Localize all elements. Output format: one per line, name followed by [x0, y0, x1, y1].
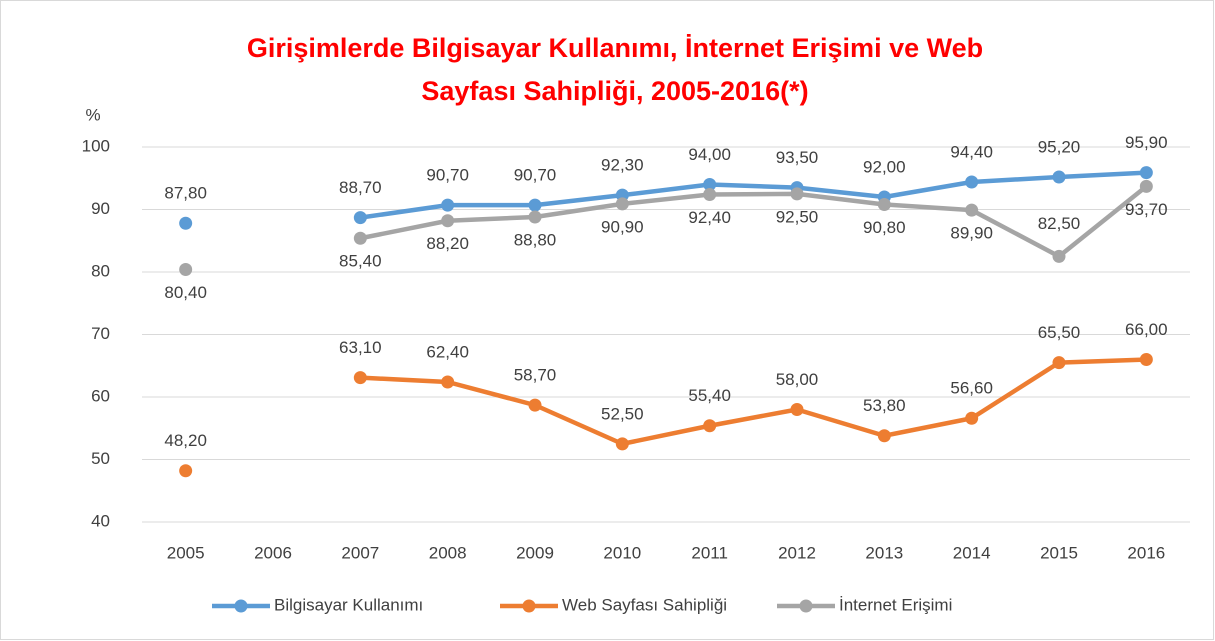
data-label: 48,20 — [164, 431, 207, 450]
data-label: 93,50 — [776, 148, 819, 167]
data-point — [877, 429, 891, 443]
x-tick-label: 2005 — [167, 543, 205, 562]
data-label: 58,70 — [514, 366, 557, 385]
data-point — [1139, 179, 1153, 193]
series-line — [360, 170, 1147, 220]
data-point — [790, 403, 804, 416]
data-label: 92,40 — [688, 208, 731, 227]
data-label: 52,50 — [601, 404, 644, 423]
data-point — [790, 187, 804, 201]
data-point — [528, 210, 542, 224]
series-line — [359, 184, 1148, 259]
data-label: 90,70 — [426, 166, 469, 185]
data-point — [1052, 356, 1066, 370]
data-label: 87,80 — [164, 184, 207, 203]
data-point — [965, 411, 979, 425]
legend-label: İnternet Erişimi — [839, 595, 952, 614]
x-tick-label: 2012 — [778, 543, 816, 562]
data-label: 85,40 — [339, 252, 382, 271]
y-tick-label: 60 — [91, 386, 110, 405]
x-tick-label: 2011 — [691, 543, 728, 562]
chart-title: Sayfası Sahipliği, 2005-2016(*) — [421, 76, 808, 106]
x-tick-label: 2014 — [953, 543, 991, 562]
x-tick-label: 2016 — [1127, 543, 1165, 562]
x-tick-label: 2006 — [254, 543, 292, 562]
legend-label: Bilgisayar Kullanımı — [274, 595, 423, 614]
y-tick-label: 90 — [91, 199, 110, 218]
data-label: 90,70 — [514, 166, 557, 185]
y-tick-label: 50 — [91, 449, 110, 468]
data-label: 95,90 — [1125, 133, 1168, 152]
data-point — [877, 198, 891, 211]
data-point — [441, 198, 455, 212]
y-tick-label: 80 — [91, 261, 110, 280]
data-point — [528, 198, 542, 212]
data-point — [353, 371, 367, 385]
y-tick-label: 40 — [91, 511, 110, 530]
legend-marker — [799, 599, 813, 613]
data-point — [703, 419, 717, 433]
data-label: 88,20 — [426, 234, 469, 253]
y-tick-label: 100 — [82, 136, 110, 155]
data-point — [528, 398, 542, 412]
data-point — [615, 197, 629, 211]
series-line — [360, 357, 1147, 447]
data-label: 58,00 — [776, 370, 819, 389]
data-point — [1139, 353, 1153, 366]
data-label: 55,40 — [688, 386, 731, 405]
data-point — [703, 188, 717, 201]
legend-marker — [522, 599, 536, 613]
data-label: 95,20 — [1038, 137, 1081, 156]
legend-marker — [234, 599, 248, 613]
chart-title: Girişimlerde Bilgisayar Kullanımı, İnter… — [247, 33, 983, 63]
y-tick-label: 70 — [91, 324, 110, 343]
data-point — [441, 214, 455, 228]
data-point — [703, 178, 717, 191]
data-label: 82,50 — [1038, 214, 1081, 233]
data-label: 88,80 — [514, 230, 557, 249]
data-point — [1139, 166, 1153, 180]
data-point — [179, 464, 193, 478]
legend-label: Web Sayfası Sahipliği — [562, 595, 727, 614]
data-point — [965, 203, 979, 217]
data-label: 53,80 — [863, 396, 906, 415]
data-label: 90,90 — [601, 217, 644, 236]
x-tick-label: 2008 — [429, 543, 467, 562]
data-label: 56,60 — [950, 379, 993, 398]
x-tick-label: 2013 — [865, 543, 903, 562]
x-tick-label: 2009 — [516, 543, 554, 562]
data-label: 80,40 — [164, 283, 207, 302]
data-label: 90,80 — [863, 218, 906, 237]
data-point — [179, 263, 193, 276]
data-point — [965, 175, 979, 189]
data-label: 92,50 — [776, 207, 819, 226]
data-label: 88,70 — [339, 178, 382, 197]
x-tick-label: 2010 — [603, 543, 641, 562]
data-label: 93,70 — [1125, 200, 1168, 219]
data-label: 89,90 — [950, 224, 993, 243]
data-label: 63,10 — [339, 338, 382, 357]
y-axis-label: % — [85, 105, 100, 124]
data-point — [1052, 249, 1066, 263]
data-label: 65,50 — [1038, 323, 1081, 342]
data-label: 92,30 — [601, 156, 644, 175]
data-point — [353, 231, 367, 245]
data-label: 66,00 — [1125, 320, 1168, 339]
x-tick-label: 2007 — [341, 543, 379, 562]
data-label: 94,00 — [688, 145, 731, 164]
data-label: 92,00 — [863, 157, 906, 176]
data-label: 94,40 — [950, 142, 993, 161]
data-point — [615, 437, 629, 451]
data-point — [1052, 170, 1066, 184]
data-label: 62,40 — [426, 342, 469, 361]
data-point — [441, 375, 455, 389]
data-point — [353, 211, 367, 225]
data-point — [179, 216, 193, 230]
x-tick-label: 2015 — [1040, 543, 1078, 562]
